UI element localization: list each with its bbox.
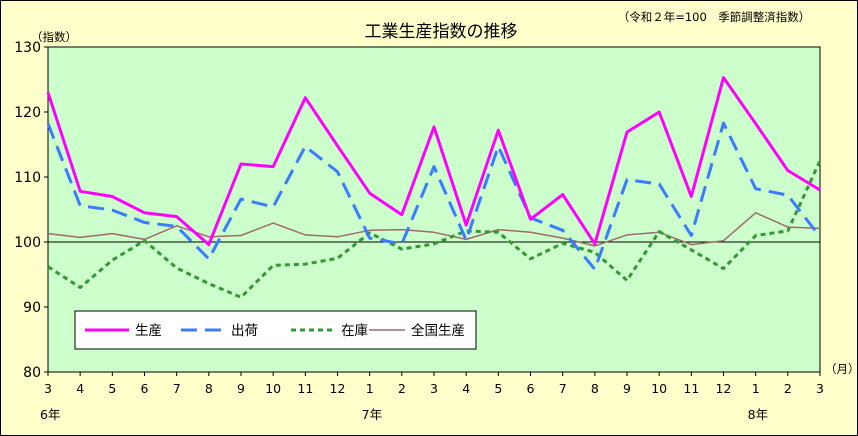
- x-tick-label: 9: [623, 381, 631, 396]
- x-tick-label: 6: [527, 381, 535, 396]
- x-tick-label: 12: [716, 381, 732, 396]
- x-tick-label: 5: [108, 381, 116, 396]
- chart-title: 工業生産指数の推移: [365, 22, 518, 42]
- legend-label: 生産: [135, 323, 162, 339]
- x-tick-label: 6: [141, 381, 149, 396]
- x-tick-label: 10: [265, 381, 281, 396]
- series-line-3: [47, 212, 821, 247]
- series-line-2: [47, 160, 822, 299]
- x-tick-label: 2: [784, 381, 792, 396]
- y-tick-label: 110: [14, 170, 41, 186]
- legend-box: [74, 310, 477, 350]
- x-tick-label: 8: [205, 381, 213, 396]
- x-tick-label: 10: [651, 381, 667, 396]
- x-tick-label: 4: [76, 381, 84, 396]
- x-tick-label: 12: [330, 381, 346, 396]
- x-tick-label: 3: [816, 381, 824, 396]
- x-tick-label: 5: [494, 381, 502, 396]
- y-tick-label: 90: [23, 300, 41, 316]
- series-line-1: [46, 121, 822, 271]
- y-tick-label: 100: [14, 235, 41, 251]
- legend-label: 在庫: [341, 323, 368, 339]
- series-line-0: [46, 76, 821, 247]
- x-tick-label: 1: [752, 381, 760, 396]
- x-tick-label: 1: [366, 381, 374, 396]
- y-axis-label: （指数）: [31, 30, 77, 44]
- y-tick-label: 80: [23, 365, 41, 381]
- legend-label: 出荷: [231, 323, 258, 339]
- x-tick-label: 8: [591, 381, 599, 396]
- legend-label: 全国生産: [411, 322, 465, 339]
- chart-subtitle: （令和２年=100 季節調整済指数）: [618, 10, 811, 24]
- year-label: 6年: [40, 407, 60, 422]
- x-tick-label: 7: [173, 381, 181, 396]
- x-tick-label: 3: [44, 381, 52, 396]
- x-axis-unit: （月）: [825, 362, 857, 376]
- x-tick-label: 11: [683, 381, 699, 396]
- x-tick-label: 4: [462, 381, 470, 396]
- y-tick-label: 130: [14, 40, 41, 56]
- year-label: 7年: [362, 407, 382, 422]
- x-tick-label: 3: [430, 381, 438, 396]
- x-tick-label: 7: [559, 381, 567, 396]
- x-tick-label: 11: [297, 381, 313, 396]
- x-tick-label: 9: [237, 381, 245, 396]
- y-tick-label: 120: [14, 105, 41, 121]
- year-label: 8年: [748, 407, 768, 422]
- x-tick-label: 2: [398, 381, 406, 396]
